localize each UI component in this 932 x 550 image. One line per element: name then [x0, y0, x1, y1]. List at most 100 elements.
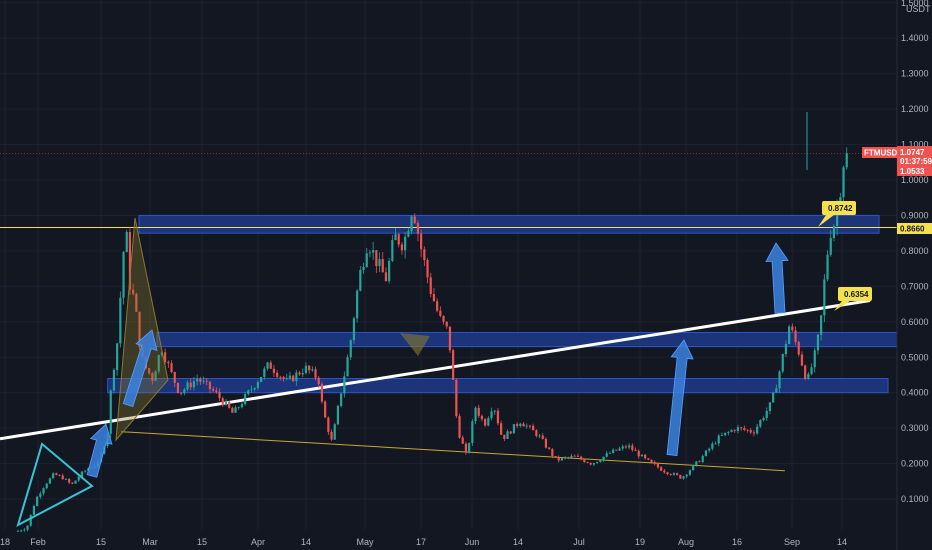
candle-body — [493, 410, 496, 412]
candle-body — [391, 240, 394, 261]
candle-body — [84, 470, 87, 472]
y-tick-label: 0.9000 — [901, 210, 929, 220]
candle-body — [71, 482, 74, 484]
candle-body — [663, 470, 666, 473]
candle-body — [167, 362, 170, 364]
candle-body — [759, 420, 762, 427]
candle-body — [202, 380, 205, 382]
last-price-tag-bg — [897, 146, 932, 176]
candle-body — [170, 363, 173, 372]
callout-label: 0.8742 — [828, 204, 853, 213]
candle-body — [224, 401, 228, 406]
candle-body — [676, 473, 679, 476]
candle-body — [749, 430, 752, 433]
currency-label: USDT — [906, 4, 931, 14]
candle-body — [829, 238, 832, 255]
candle-body — [487, 418, 490, 426]
candle-body — [157, 354, 160, 372]
candle-body — [736, 427, 740, 431]
candle-body — [756, 426, 759, 434]
last-price-label: 1.0747 — [900, 148, 925, 157]
y-tick-label: 1.5000 — [901, 0, 929, 8]
candle-body — [29, 514, 32, 526]
zone — [138, 214, 880, 234]
candle-body — [314, 369, 317, 378]
candle-body — [583, 459, 586, 463]
candle-body — [164, 352, 167, 363]
x-tick-label: 14 — [301, 537, 311, 547]
candle-body — [413, 216, 416, 224]
candle-body — [68, 479, 71, 483]
candle-body — [503, 434, 506, 439]
candle-body — [221, 398, 224, 406]
candle-body — [695, 461, 698, 465]
candle-body — [500, 423, 503, 435]
candle-body — [301, 373, 304, 375]
candle-body — [816, 334, 820, 351]
candle-body — [122, 252, 125, 298]
candle-body — [138, 311, 141, 348]
candle-body — [324, 401, 327, 418]
candle-body — [724, 432, 727, 436]
candle-body — [560, 457, 564, 461]
candle-body — [612, 449, 615, 453]
candle-body — [346, 357, 349, 377]
candle-body — [26, 525, 29, 530]
candle-body — [407, 231, 410, 237]
candle-body — [765, 410, 768, 419]
candle-body — [516, 424, 519, 426]
candle-body — [842, 167, 845, 198]
candle-body — [356, 290, 359, 319]
candle-body — [714, 443, 717, 445]
candle-body — [778, 371, 781, 389]
symbol-tag-bg — [862, 147, 897, 158]
candle-body — [397, 234, 400, 245]
y-tick-label: 1.0000 — [901, 175, 929, 185]
candle-body — [496, 410, 500, 424]
candle-body — [426, 260, 429, 278]
candle-body — [784, 343, 788, 355]
candle-body — [20, 530, 23, 532]
candle-body — [429, 277, 432, 295]
candle-body — [701, 456, 704, 463]
x-tick-label: 16 — [732, 537, 742, 547]
candle-body — [711, 443, 714, 449]
candle-body — [282, 376, 285, 379]
candle-body — [762, 418, 765, 421]
candle-body — [132, 289, 135, 294]
candle-body — [490, 411, 493, 419]
candle-body — [298, 372, 301, 375]
candle-body — [208, 381, 212, 390]
x-tick-label: Mar — [142, 537, 158, 547]
yellow-trend-line — [121, 431, 785, 472]
candle-body — [442, 315, 445, 322]
candle-body — [720, 435, 724, 436]
candle-body — [372, 250, 375, 253]
candle-body — [698, 461, 701, 463]
candle-body — [669, 474, 672, 475]
candle-body — [637, 450, 640, 457]
candle-body — [448, 326, 452, 351]
candle-body — [125, 232, 128, 253]
candle-body — [336, 405, 340, 425]
candle-body — [420, 233, 423, 250]
x-tick-label: Feb — [30, 537, 46, 547]
candle-body — [445, 321, 448, 327]
y-tick-label: 0.1000 — [901, 494, 929, 504]
candle-body — [592, 463, 596, 465]
candle-body — [288, 375, 292, 379]
candle-body — [295, 372, 298, 382]
countdown-label: 01:37:59 — [900, 157, 932, 166]
candle-body — [586, 462, 589, 463]
candle-body — [135, 293, 138, 312]
candle-body — [400, 244, 404, 251]
candle-body — [199, 379, 202, 382]
x-tick-label: 14 — [513, 537, 523, 547]
x-tick-label: Jul — [573, 537, 585, 547]
candle-body — [535, 430, 538, 437]
candle-body — [320, 384, 324, 402]
candle-body — [176, 382, 180, 393]
y-tick-label: 0.7000 — [901, 281, 929, 291]
candle-body — [439, 310, 442, 316]
